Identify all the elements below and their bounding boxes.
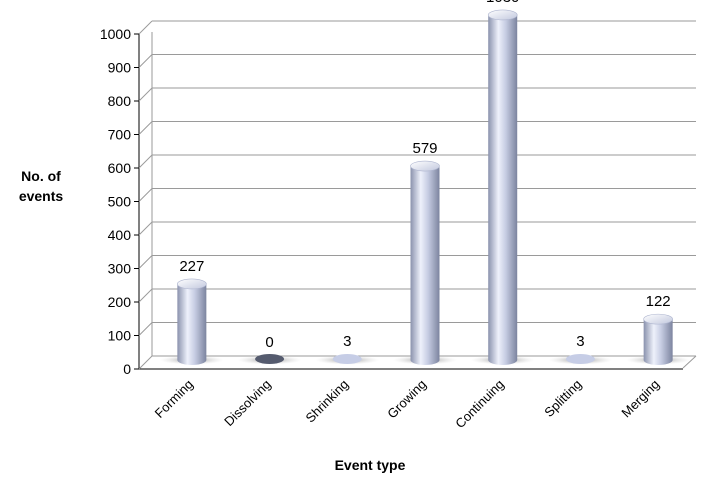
y-axis-label-line-1: No. of — [21, 168, 61, 184]
data-label: 1030 — [486, 0, 519, 6]
bar-body — [488, 14, 518, 365]
y-tick-label: 900 — [108, 60, 132, 76]
data-label: 579 — [412, 140, 437, 157]
bar-cap — [643, 313, 673, 325]
grid-line-connector — [138, 288, 153, 303]
y-tick-label: 0 — [123, 361, 131, 377]
grid-line-connector — [138, 322, 153, 336]
data-label: 0 — [265, 334, 273, 351]
grid-line-connector — [138, 20, 153, 35]
bar-splitting — [565, 354, 595, 364]
x-tick-label: Dissolving — [221, 377, 274, 430]
bar-disc — [255, 354, 285, 364]
y-tick-label: 100 — [108, 328, 132, 344]
floor-right-edge — [682, 355, 697, 369]
y-tick-label: 400 — [108, 227, 132, 243]
bar-body — [410, 166, 440, 365]
x-tick-label: Shrinking — [302, 377, 351, 426]
bars — [177, 9, 673, 365]
grid-line-connector — [138, 221, 153, 236]
x-tick-label: Merging — [618, 377, 662, 421]
x-tick-label: Growing — [384, 377, 429, 422]
data-labels: 227 0 3 579 1030 3 122 — [179, 0, 670, 351]
x-tick-label: Splitting — [541, 377, 584, 420]
y-tick-label: 300 — [108, 261, 132, 277]
y-axis-label: No. of events — [6, 166, 76, 206]
grid-line-connector — [138, 255, 153, 269]
bar-cap — [177, 278, 207, 290]
y-tick-label: 600 — [108, 160, 132, 176]
bar-growing — [410, 160, 440, 365]
data-label: 3 — [343, 333, 351, 350]
data-label: 122 — [646, 293, 671, 310]
y-tick-label: 800 — [108, 93, 132, 109]
data-label: 227 — [179, 258, 204, 275]
y-tick-label: 500 — [108, 194, 132, 210]
y-tick-label: 700 — [108, 127, 132, 143]
x-tick-label: Continuing — [452, 377, 507, 432]
grid-line-connector — [138, 154, 153, 169]
bar-dissolving — [255, 354, 285, 364]
y-tick-label: 200 — [108, 294, 132, 310]
bar-continuing — [487, 9, 518, 365]
grid-line-connector — [138, 54, 153, 68]
x-tick-labels: Forming Dissolving Shrinking Growing Continu… — [152, 377, 663, 432]
bar-disc — [565, 354, 595, 364]
y-tick-labels: 0 100 200 300 400 500 600 700 800 900 1000 — [100, 26, 139, 377]
bar-forming — [177, 278, 207, 365]
bar-body — [643, 319, 673, 365]
grid-line-connector — [138, 355, 153, 370]
grid-line-connector — [138, 87, 153, 102]
bar-body — [177, 283, 207, 365]
grid-line-connector — [138, 188, 153, 202]
x-axis-label: Event type — [334, 457, 406, 473]
y-axis-label-line-2: events — [18, 188, 64, 204]
bar-merging — [643, 313, 673, 365]
data-label: 3 — [576, 333, 584, 350]
y-tick-label: 1000 — [100, 26, 131, 42]
bar-cap — [410, 160, 440, 172]
bar-disc — [332, 354, 362, 364]
bar-shrinking — [332, 354, 362, 364]
grid-line-connector — [138, 121, 153, 135]
bar-cap — [487, 9, 518, 21]
x-tick-label: Forming — [152, 377, 196, 421]
